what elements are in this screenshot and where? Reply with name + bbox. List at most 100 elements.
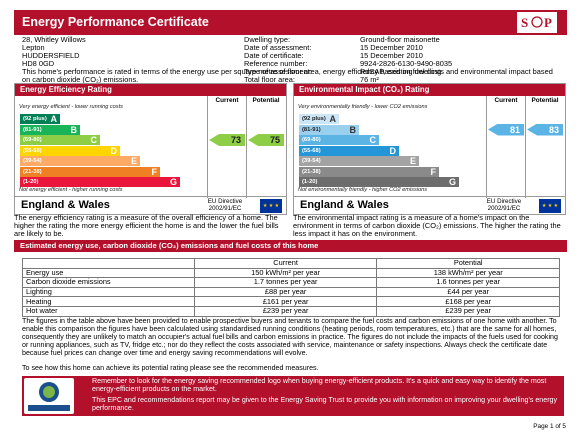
column-divider (246, 96, 247, 198)
table-row: Lighting £88 per year £44 per year (22, 286, 560, 298)
costs-table: Current Potential Energy use 150 kWh/m² … (22, 258, 560, 317)
rating-band-c: (69-80) C (20, 135, 100, 145)
reference-number-label: Reference number: (244, 59, 308, 68)
band-letter: D (389, 145, 397, 156)
certificate-title: Energy Performance Certificate (22, 15, 209, 29)
band-range: (21-38) (23, 168, 42, 175)
band-letter: C (90, 135, 98, 145)
row-label: Lighting (22, 286, 195, 298)
row-label: Carbon dioxide emissions (22, 277, 195, 288)
eu-directive: EU Directive 2002/91/EC (486, 198, 522, 212)
eu-directive: EU Directive 2002/91/EC (207, 198, 243, 212)
svg-text:P: P (544, 15, 552, 30)
costs-section-title: Estimated energy use, carbon dioxide (CO… (14, 240, 567, 252)
svg-text:S: S (521, 15, 528, 30)
certificate-date-label: Date of certificate: (244, 51, 304, 60)
band-letter: G (448, 177, 456, 187)
band-letter: E (130, 156, 137, 166)
band-range: (55-68) (23, 147, 42, 154)
address-line: HUDDERSFIELD (22, 51, 80, 60)
property-address: 28, Whitley Willows Lepton HUDDERSFIELD … (22, 36, 86, 68)
potential-value: 138 kWh/m² per year (376, 267, 560, 279)
current-value: £161 per year (193, 296, 378, 307)
potential-rating-arrow: 83 (527, 123, 563, 136)
energy-saving-trust-logo-icon (24, 378, 74, 414)
potential-value: £239 per year (376, 305, 560, 317)
panel-title: Environmental Impact (CO₂) Rating (294, 84, 565, 96)
page-number: Page 1 of 5 (533, 423, 566, 430)
band-letter: A (329, 114, 337, 124)
assessment-type-value: RdSAP, existing dwelling (360, 67, 442, 76)
rating-band-g: (1-20) G (299, 177, 459, 187)
eu-flag-icon: ★ ★ ★ (260, 199, 282, 213)
band-range: (55-68) (302, 147, 321, 154)
recommendation-footer: Remember to look for the energy saving r… (22, 376, 564, 416)
table-row: Hot water £239 per year £239 per year (22, 305, 560, 317)
band-range: (92 plus) (302, 116, 326, 122)
potential-value: £168 per year (376, 296, 560, 307)
top-note: Very energy efficient - lower running co… (19, 104, 123, 110)
dwelling-type-label: Dwelling type: (244, 35, 291, 44)
band-letter: C (369, 135, 377, 145)
rating-band-f: (21-38) F (299, 166, 439, 177)
band-range: (81-91) (302, 126, 321, 133)
impact-description: The environmental impact rating is a mea… (293, 213, 561, 238)
band-range: (69-80) (302, 137, 321, 143)
current-value: £239 per year (193, 305, 378, 317)
rating-band-g: (1-20) G (20, 177, 180, 187)
rating-band-c: (69-80) C (299, 135, 379, 145)
rating-band-e: (39-54) E (299, 156, 419, 166)
band-letter: A (50, 114, 58, 124)
band-range: (39-54) (302, 158, 321, 164)
environmental-impact-panel: Environmental Impact (CO₂) Rating Curren… (293, 83, 566, 215)
band-range: (39-54) (23, 158, 42, 164)
assessment-type-label: Type of assessment: (244, 67, 312, 76)
band-range: (21-38) (302, 168, 321, 175)
rating-band-a: (92 plus) A (20, 114, 60, 124)
top-note: Very environmentally friendly - lower CO… (298, 104, 428, 110)
rating-band-b: (81-91) B (299, 124, 359, 135)
dwelling-labels: Dwelling type: Date of assessment: Date … (244, 36, 312, 84)
bottom-note: Not energy efficient - higher running co… (19, 187, 123, 193)
band-range: (1-20) (23, 179, 39, 185)
band-range: (69-80) (23, 137, 42, 143)
potential-value: 1.6 tonnes per year (376, 277, 560, 288)
current-value: 150 kWh/m² per year (193, 267, 378, 279)
column-divider (207, 96, 208, 198)
assessment-date-label: Date of assessment: (244, 43, 312, 52)
address-line: Lepton (22, 43, 45, 52)
band-letter: B (70, 124, 78, 135)
table-header: Current (193, 258, 378, 269)
potential-column-header: Potential (252, 97, 280, 104)
band-letter: D (110, 145, 118, 156)
table-header (22, 258, 195, 269)
band-letter: F (151, 166, 158, 177)
rating-band-f: (21-38) F (20, 166, 160, 177)
region-label: England & Wales (21, 199, 110, 211)
figures-explanation: The figures in the table above have been… (22, 317, 558, 357)
potential-value: £44 per year (376, 286, 560, 298)
band-letter: E (409, 156, 416, 166)
rating-band-e: (39-54) E (20, 156, 140, 166)
band-letter: G (169, 177, 177, 187)
table-row: Carbon dioxide emissions 1.7 tonnes per … (22, 277, 560, 288)
band-letter: F (430, 166, 437, 177)
panel-footer: England & Wales EU Directive 2002/91/EC … (15, 196, 286, 214)
footer-line-1: Remember to look for the energy saving r… (92, 377, 547, 393)
table-row: Energy use 150 kWh/m² per year 138 kWh/m… (22, 267, 560, 279)
current-rating-arrow: 81 (488, 123, 524, 136)
address-line: HD8 0GD (22, 59, 55, 68)
dwelling-values: Ground-floor maisonette 15 December 2010… (360, 36, 452, 84)
column-divider (486, 96, 487, 198)
efficiency-description: The energy efficiency rating is a measur… (14, 213, 279, 238)
row-label: Energy use (22, 267, 195, 279)
panel-title: Energy Efficiency Rating (15, 84, 286, 96)
certificate-header: Energy Performance Certificate S P (14, 10, 567, 35)
band-range: (1-20) (302, 179, 318, 185)
certificate-date-value: 15 December 2010 (360, 51, 423, 60)
current-value: 1.7 tonnes per year (193, 277, 378, 288)
rating-band-a: (92 plus) A (299, 114, 339, 124)
region-label: England & Wales (300, 199, 389, 211)
band-range: (92 plus) (23, 116, 47, 122)
band-range: (81-91) (23, 126, 42, 133)
